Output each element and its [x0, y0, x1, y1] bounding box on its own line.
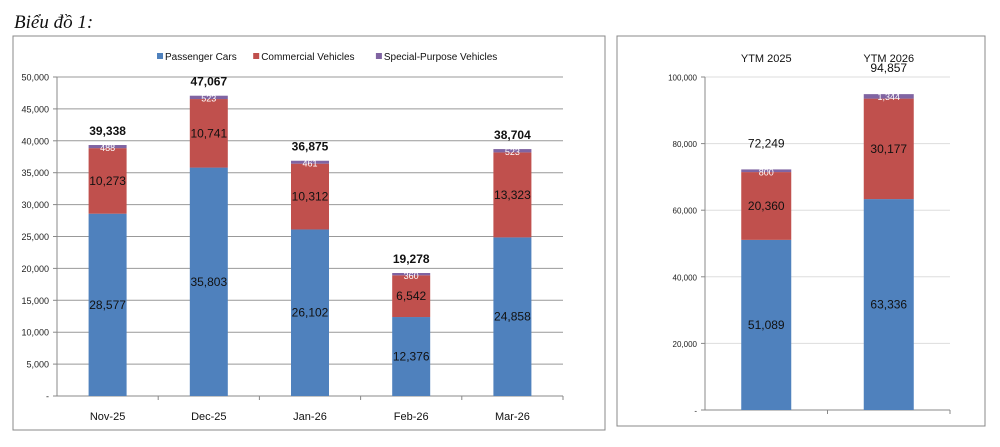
y-tick-label: 30,000: [21, 200, 49, 210]
x-tick-label: YTM 2026: [863, 53, 914, 65]
total-label: 36,875: [292, 140, 329, 154]
bar-segment: [189, 167, 228, 396]
x-tick-label: YTM 2025: [741, 53, 792, 65]
y-tick-label: 40,000: [21, 136, 49, 146]
bar-segment: [863, 94, 914, 99]
y-tick-label: 60,000: [673, 207, 698, 216]
bar-segment: [741, 172, 792, 240]
data-label: 488: [100, 143, 115, 153]
total-label: 39,338: [89, 124, 126, 138]
bar-segment: [392, 275, 431, 318]
data-label: 10,741: [190, 126, 227, 140]
legend-swatch: [375, 53, 382, 59]
total-label: 47,067: [190, 75, 227, 89]
total-label: 19,278: [393, 252, 430, 266]
bar-segment: [493, 237, 532, 396]
data-label: 800: [759, 167, 774, 177]
right-chart-frame: [616, 35, 986, 427]
bar-segment: [189, 99, 228, 168]
data-label: 24,858: [494, 310, 531, 324]
data-label: 51,089: [748, 318, 785, 332]
chart-caption: Biểu đồ 1:: [14, 12, 94, 33]
bar-segment: [741, 239, 792, 410]
x-tick-label: Dec-25: [191, 411, 226, 423]
x-tick-label: Mar-26: [495, 411, 530, 423]
y-tick-label: 45,000: [21, 104, 49, 114]
y-tick-label: -: [694, 407, 697, 416]
x-tick-label: Nov-25: [90, 411, 125, 423]
bar-segment: [392, 317, 431, 396]
bar-segment: [88, 148, 127, 214]
legend-label: Passenger Cars: [165, 52, 237, 63]
bar-segment: [88, 213, 127, 396]
y-tick-label: 40,000: [673, 273, 698, 282]
bar-segment: [863, 199, 914, 410]
data-label: 28,577: [89, 298, 126, 312]
data-label: 1,344: [877, 92, 900, 102]
bar-segment: [493, 152, 532, 238]
data-label: 523: [201, 94, 216, 104]
total-label: 72,249: [748, 136, 785, 150]
data-label: 26,102: [292, 306, 329, 320]
legend-swatch: [157, 53, 163, 59]
y-tick-label: 10,000: [21, 328, 49, 338]
data-label: 12,376: [393, 350, 430, 364]
total-label: 38,704: [494, 128, 531, 142]
data-label: 20,360: [748, 199, 785, 213]
bar-segment: [189, 95, 228, 100]
bar-segment: [291, 163, 329, 230]
y-tick-label: 35,000: [21, 168, 49, 178]
data-label: 35,803: [190, 275, 227, 289]
bar-segment: [88, 145, 127, 149]
y-tick-label: 50,000: [21, 73, 49, 83]
y-tick-label: 5,000: [26, 360, 49, 370]
y-tick-label: 100,000: [668, 74, 697, 83]
total-label: 94,857: [870, 61, 907, 75]
data-label: 13,323: [494, 188, 531, 202]
legend-swatch: [253, 53, 260, 59]
bar-segment: [291, 229, 329, 396]
data-label: 6,542: [396, 289, 426, 303]
y-tick-label: 80,000: [673, 140, 698, 149]
legend-label: Special-Purpose Vehicles: [384, 52, 497, 63]
bar-segment: [291, 160, 329, 164]
data-label: 30,177: [870, 142, 907, 156]
y-tick-label: 20,000: [21, 264, 49, 274]
y-tick-label: 20,000: [673, 340, 698, 349]
bar-segment: [863, 98, 914, 200]
bar-segment: [493, 149, 532, 153]
data-label: 10,312: [292, 190, 329, 204]
y-tick-label: -: [46, 392, 49, 402]
data-label: 360: [404, 271, 419, 281]
x-tick-label: Feb-26: [394, 411, 429, 423]
data-label: 461: [302, 159, 317, 169]
bar-segment: [392, 273, 431, 276]
data-label: 63,336: [870, 298, 907, 312]
data-label: 10,273: [89, 174, 126, 188]
data-label: 523: [505, 147, 520, 157]
x-tick-label: Jan-26: [293, 411, 327, 423]
y-tick-label: 15,000: [21, 296, 49, 306]
y-tick-label: 25,000: [21, 232, 49, 242]
legend-label: Commercial Vehicles: [261, 52, 354, 63]
bar-segment: [741, 169, 792, 173]
